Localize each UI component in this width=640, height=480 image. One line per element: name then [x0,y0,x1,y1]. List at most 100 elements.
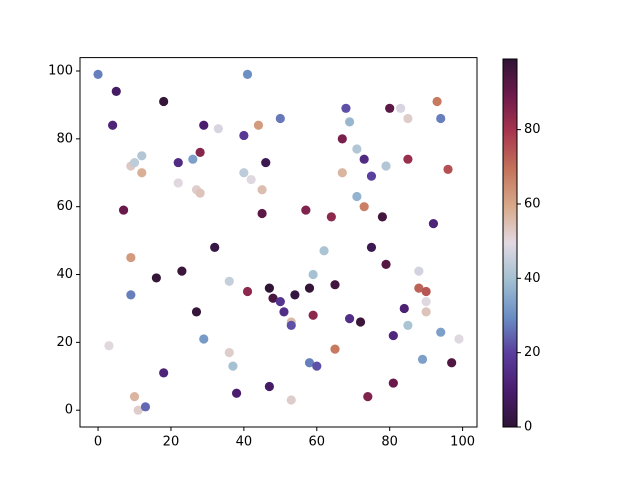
y-tick-label: 20 [56,335,73,350]
point [385,103,395,113]
point [239,130,249,141]
point [231,388,242,398]
point [304,358,315,368]
point [133,405,143,415]
point [228,361,238,371]
point [443,164,453,174]
point [257,208,267,219]
point [129,157,140,168]
y-tick-label: 60 [56,199,73,214]
point [436,113,446,124]
point [195,147,205,158]
colorbar-tick-label: 80 [524,122,541,137]
point [191,307,202,317]
point [454,334,464,344]
point [195,188,205,198]
point [403,113,413,124]
point [279,307,289,317]
colorbar [502,58,518,428]
point [417,354,428,364]
point [286,320,296,331]
point [301,205,311,215]
point [286,395,296,405]
point [224,276,234,286]
x-tick-label: 60 [309,435,326,450]
point [126,252,136,263]
point [337,168,347,178]
point [403,320,413,331]
y-tick-label: 80 [56,131,73,146]
y-tick-label: 100 [48,63,73,78]
point [396,103,406,113]
colorbar-tick-label: 20 [524,345,541,360]
point [366,171,377,181]
point [414,283,424,293]
point [366,242,377,252]
point [403,154,413,164]
point [261,157,271,168]
point [159,368,169,378]
point [352,191,362,202]
point [388,378,398,388]
point [213,124,223,134]
point [242,69,253,79]
point [242,286,253,297]
point [137,151,147,161]
point [188,154,198,164]
point [224,347,234,358]
point [199,334,209,344]
point [381,161,391,171]
point [344,117,355,127]
point [151,273,161,283]
point [290,290,300,300]
x-tick-label: 80 [381,435,398,450]
point [264,381,274,392]
x-tick-label: 0 [94,435,102,450]
point [108,120,118,130]
point [359,154,369,164]
x-tick-label: 100 [450,435,475,450]
point [319,246,329,256]
point [199,120,209,130]
point [421,286,431,297]
point [257,185,267,195]
point [118,205,129,215]
point [363,392,373,402]
point [432,96,442,107]
point [330,280,340,290]
point [159,96,169,107]
point [414,266,424,276]
point [253,120,264,130]
point [377,212,387,222]
point [239,168,249,178]
point [268,293,278,303]
point [352,144,362,154]
point [275,113,285,124]
x-tick-label: 40 [236,435,253,450]
point [104,341,114,351]
point [173,178,183,188]
point [140,402,151,412]
point [308,310,318,320]
point [447,358,457,368]
point [308,269,318,280]
point [359,202,369,212]
point [326,212,336,222]
y-tick-label: 40 [56,267,73,282]
point [421,297,431,307]
point [177,266,187,276]
point [304,283,315,293]
point [330,344,340,354]
colorbar-tick-label: 60 [524,196,541,211]
point [93,69,103,79]
point [344,314,355,324]
point [275,297,285,307]
point [388,330,398,341]
point [246,174,256,185]
point [337,134,347,144]
point [173,157,183,168]
point [428,219,439,229]
point [312,361,322,371]
